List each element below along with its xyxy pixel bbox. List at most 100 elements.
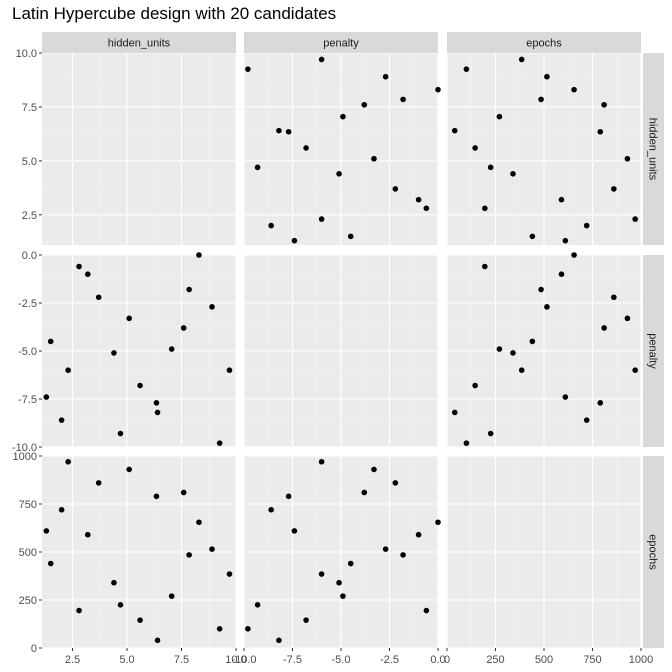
x-tick-label: 250: [486, 654, 504, 666]
data-point: [43, 528, 50, 534]
y-tick-label: -2.5: [18, 298, 37, 310]
data-point: [291, 528, 298, 534]
data-point: [423, 205, 430, 212]
data-point: [268, 506, 274, 513]
data-point: [558, 196, 565, 203]
y-tick-label: 7.5: [22, 102, 37, 114]
y-tick-label: 750: [19, 499, 37, 511]
data-point: [347, 560, 354, 567]
x-tick-label: 5.0: [119, 654, 134, 666]
data-point: [84, 271, 91, 278]
data-point: [285, 493, 292, 500]
chart-title: Latin Hypercube design with 20 candidate…: [12, 4, 337, 23]
data-point: [76, 263, 82, 270]
data-point: [153, 400, 160, 406]
data-point: [126, 315, 132, 322]
data-point: [336, 579, 342, 586]
data-point: [571, 86, 577, 93]
strip-label-hidden_units: hidden_units: [108, 38, 171, 50]
data-point: [632, 367, 638, 374]
data-point: [340, 593, 346, 599]
data-point: [562, 394, 569, 400]
strip-right-hidden_units: [643, 53, 664, 245]
panel-hidden_units-vs-hidden_units: [42, 53, 236, 245]
data-point: [463, 440, 470, 446]
data-point: [583, 222, 590, 229]
x-tick-label: -10.0: [231, 654, 256, 666]
y-tick-label: 10.0: [16, 48, 37, 60]
y-tick-label: 0.0: [22, 250, 37, 262]
data-point: [371, 466, 377, 473]
data-point: [47, 560, 54, 567]
data-point: [285, 128, 292, 135]
data-point: [538, 286, 544, 293]
data-point: [318, 56, 325, 63]
data-point: [268, 222, 274, 229]
data-point: [392, 480, 399, 486]
data-point: [180, 489, 187, 496]
strip-top-epochs: [447, 32, 641, 53]
data-point: [180, 325, 187, 331]
data-point: [371, 155, 377, 162]
data-point: [632, 216, 638, 222]
data-point: [245, 66, 251, 72]
strip-top-penalty: [244, 32, 438, 53]
data-point: [472, 145, 478, 151]
data-point: [347, 233, 354, 240]
data-point: [196, 519, 202, 526]
data-point: [597, 128, 604, 135]
data-point: [423, 607, 430, 614]
data-point: [400, 96, 406, 103]
strip-right-epochs: [643, 456, 664, 648]
data-point: [137, 382, 143, 389]
y-tick-label: -5.0: [18, 346, 37, 358]
data-point: [209, 546, 215, 552]
data-point: [95, 294, 102, 301]
data-point: [245, 626, 251, 632]
data-point: [276, 127, 282, 134]
strip-label-penalty: penalty: [323, 38, 359, 50]
data-point: [318, 458, 325, 465]
data-point: [400, 552, 406, 558]
data-point: [47, 338, 54, 345]
data-point: [415, 531, 422, 538]
data-point: [382, 546, 389, 552]
data-point: [226, 367, 233, 374]
data-point: [435, 519, 441, 526]
data-point: [451, 409, 458, 416]
data-point: [303, 617, 309, 623]
strip-label-hidden_units: hidden_units: [647, 118, 659, 181]
data-point: [529, 338, 536, 345]
data-point: [216, 440, 223, 446]
x-tick-label: 0: [444, 654, 450, 666]
data-point: [496, 113, 503, 120]
data-point: [510, 171, 516, 177]
data-point: [611, 294, 617, 301]
data-point: [562, 237, 569, 244]
data-point: [76, 607, 82, 614]
x-tick-label: -7.5: [283, 654, 302, 666]
data-point: [518, 56, 525, 63]
data-point: [303, 145, 309, 151]
data-point: [154, 409, 161, 416]
y-tick-label: 0: [31, 643, 37, 655]
data-point: [154, 637, 161, 644]
data-point: [137, 617, 143, 623]
data-point: [95, 480, 102, 486]
strip-label-penalty: penalty: [647, 333, 659, 369]
y-tick-label: 500: [19, 547, 37, 559]
data-point: [65, 367, 71, 374]
y-tick-label: -10.0: [12, 442, 37, 454]
data-point: [361, 101, 368, 108]
x-tick-label: 10.0: [225, 654, 246, 666]
strip-top-hidden_units: [42, 32, 236, 53]
data-point: [624, 315, 631, 322]
data-point: [318, 216, 325, 222]
data-point: [544, 304, 550, 310]
data-point: [472, 382, 478, 389]
data-point: [84, 531, 91, 538]
data-point: [254, 602, 261, 608]
data-point: [538, 96, 544, 103]
x-tick-label: -2.5: [380, 654, 399, 666]
